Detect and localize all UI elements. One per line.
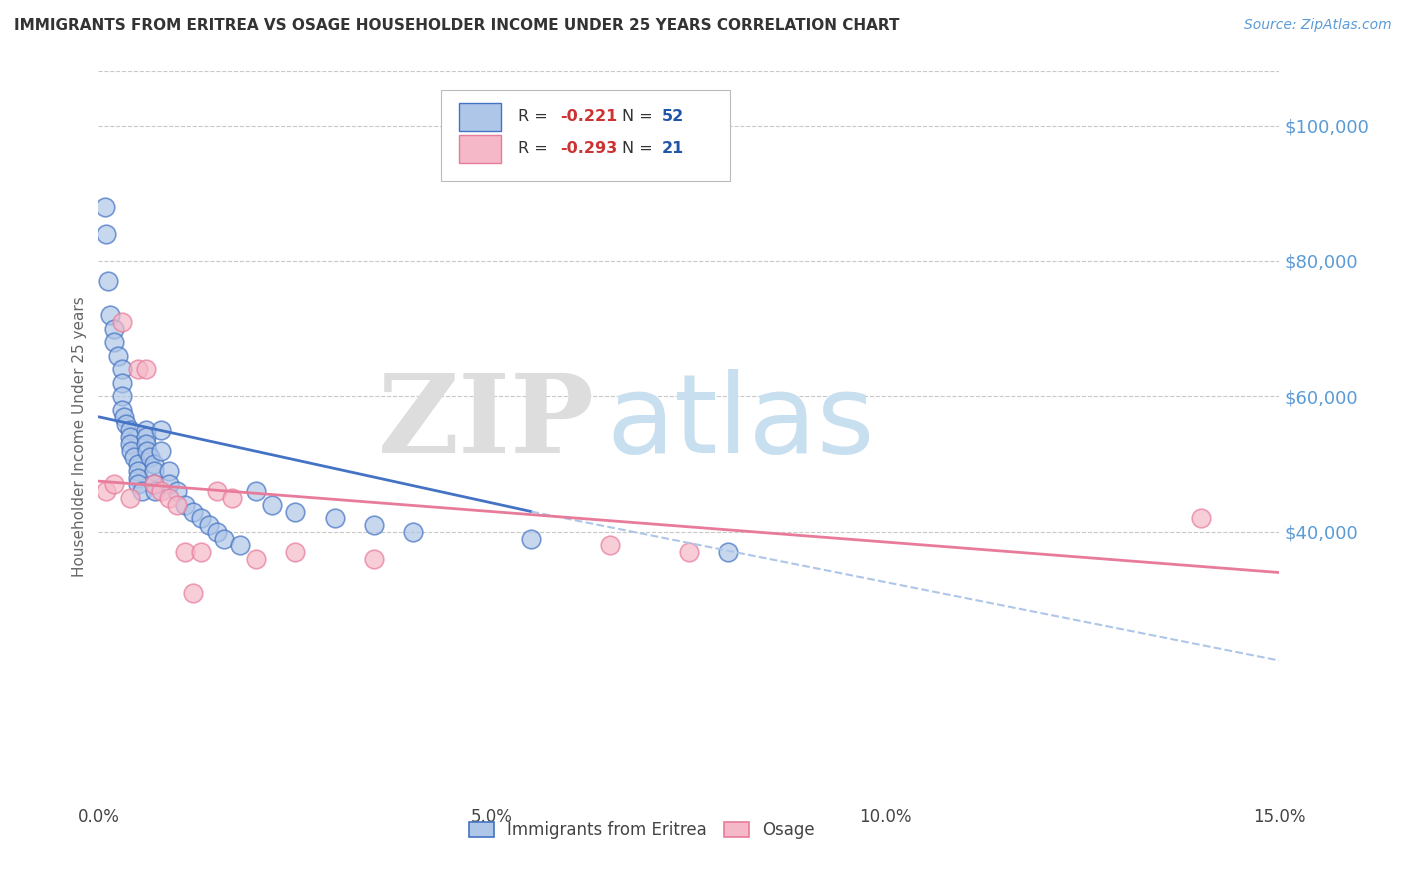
Point xyxy=(717,545,740,559)
Point xyxy=(135,362,157,376)
Text: Source: ZipAtlas.com: Source: ZipAtlas.com xyxy=(1244,18,1392,32)
Point xyxy=(245,484,267,499)
FancyBboxPatch shape xyxy=(458,135,501,163)
Point xyxy=(111,362,134,376)
Point xyxy=(520,532,543,546)
Point xyxy=(122,450,145,465)
Point xyxy=(96,227,118,241)
Point xyxy=(363,552,385,566)
Point xyxy=(402,524,425,539)
Point xyxy=(103,322,125,336)
Point xyxy=(118,423,141,437)
Point xyxy=(118,491,141,505)
FancyBboxPatch shape xyxy=(441,90,730,181)
Point xyxy=(157,477,180,491)
Text: R =: R = xyxy=(517,109,553,124)
Point xyxy=(98,308,121,322)
Point xyxy=(118,437,141,451)
Text: 21: 21 xyxy=(662,142,685,156)
Point xyxy=(93,200,115,214)
Point xyxy=(174,498,197,512)
Point xyxy=(150,423,173,437)
Point xyxy=(150,443,173,458)
Point xyxy=(197,518,219,533)
Point xyxy=(103,335,125,350)
Point xyxy=(118,430,141,444)
Text: ZIP: ZIP xyxy=(378,369,595,476)
Point xyxy=(131,484,153,499)
Point xyxy=(97,274,120,288)
Point xyxy=(127,477,149,491)
Text: atlas: atlas xyxy=(606,369,875,476)
Point xyxy=(127,457,149,471)
Point xyxy=(115,417,138,431)
Point xyxy=(166,484,188,499)
Point xyxy=(221,491,243,505)
Point xyxy=(103,477,125,491)
Point xyxy=(181,505,204,519)
Legend: Immigrants from Eritrea, Osage: Immigrants from Eritrea, Osage xyxy=(463,814,821,846)
Point xyxy=(142,464,165,478)
Text: N =: N = xyxy=(621,109,658,124)
Point xyxy=(150,484,173,499)
Point xyxy=(111,389,134,403)
Point xyxy=(121,443,143,458)
Point xyxy=(599,538,621,552)
Point xyxy=(111,376,134,390)
Point xyxy=(111,315,134,329)
Point xyxy=(143,484,166,499)
Point xyxy=(127,362,149,376)
Point xyxy=(284,505,307,519)
Point xyxy=(135,437,157,451)
Point xyxy=(174,545,197,559)
Point xyxy=(135,423,157,437)
Point xyxy=(214,532,236,546)
Point xyxy=(323,511,346,525)
Point xyxy=(111,403,134,417)
Text: -0.221: -0.221 xyxy=(560,109,617,124)
Text: R =: R = xyxy=(517,142,553,156)
Text: -0.293: -0.293 xyxy=(560,142,617,156)
Point xyxy=(245,552,267,566)
Point xyxy=(181,586,204,600)
Point xyxy=(96,484,118,499)
Y-axis label: Householder Income Under 25 years: Householder Income Under 25 years xyxy=(72,297,87,577)
Point xyxy=(205,524,228,539)
Point xyxy=(138,450,160,465)
FancyBboxPatch shape xyxy=(458,103,501,130)
Text: N =: N = xyxy=(621,142,658,156)
Point xyxy=(127,471,149,485)
Point xyxy=(107,349,129,363)
Text: 52: 52 xyxy=(662,109,685,124)
Point xyxy=(190,511,212,525)
Point xyxy=(260,498,283,512)
Point xyxy=(157,491,180,505)
Point xyxy=(135,430,157,444)
Point xyxy=(1189,511,1212,525)
Point xyxy=(142,477,165,491)
Point xyxy=(127,464,149,478)
Point xyxy=(157,464,180,478)
Point xyxy=(142,457,165,471)
Text: IMMIGRANTS FROM ERITREA VS OSAGE HOUSEHOLDER INCOME UNDER 25 YEARS CORRELATION C: IMMIGRANTS FROM ERITREA VS OSAGE HOUSEHO… xyxy=(14,18,900,33)
Point xyxy=(205,484,228,499)
Point xyxy=(678,545,700,559)
Point xyxy=(229,538,252,552)
Point xyxy=(190,545,212,559)
Point xyxy=(112,409,135,424)
Point xyxy=(363,518,385,533)
Point xyxy=(284,545,307,559)
Point xyxy=(166,498,188,512)
Point xyxy=(136,443,159,458)
Point xyxy=(142,477,165,491)
